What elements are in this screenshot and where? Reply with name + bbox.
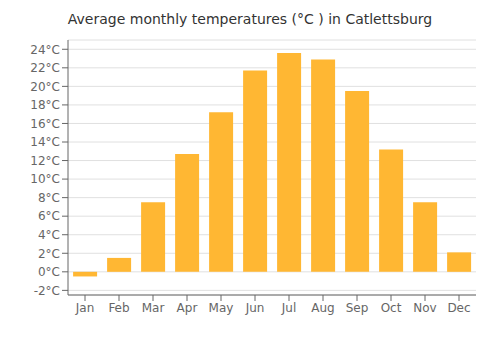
svg-text:-2°C: -2°C (34, 284, 60, 298)
svg-text:22°C: 22°C (30, 61, 60, 75)
svg-text:10°C: 10°C (30, 172, 60, 186)
svg-text:Jul: Jul (281, 301, 296, 315)
svg-text:Oct: Oct (381, 301, 402, 315)
svg-text:Mar: Mar (142, 301, 165, 315)
svg-text:20°C: 20°C (30, 80, 60, 94)
svg-text:Sep: Sep (346, 301, 369, 315)
svg-text:12°C: 12°C (30, 154, 60, 168)
svg-text:6°C: 6°C (38, 209, 60, 223)
svg-text:Nov: Nov (413, 301, 436, 315)
svg-text:Jan: Jan (75, 301, 95, 315)
svg-text:Aug: Aug (311, 301, 334, 315)
svg-text:18°C: 18°C (30, 98, 60, 112)
html-text:Average monthly temperatures (: Average monthly temperatures (°C ) in Ca… (67, 11, 433, 27)
svg-text:14°C: 14°C (30, 135, 60, 149)
svg-text:16°C: 16°C (30, 117, 60, 131)
svg-text:24°C: 24°C (30, 43, 60, 57)
svg-text:Jun: Jun (245, 301, 265, 315)
svg-text:May: May (209, 301, 234, 315)
svg-text:4°C: 4°C (38, 228, 60, 242)
svg-text:Feb: Feb (108, 301, 129, 315)
svg-text:Apr: Apr (177, 301, 198, 315)
svg-text:8°C: 8°C (38, 191, 60, 205)
svg-text:2°C: 2°C (38, 247, 60, 261)
svg-text:Dec: Dec (447, 301, 470, 315)
svg-text:0°C: 0°C (38, 265, 60, 279)
